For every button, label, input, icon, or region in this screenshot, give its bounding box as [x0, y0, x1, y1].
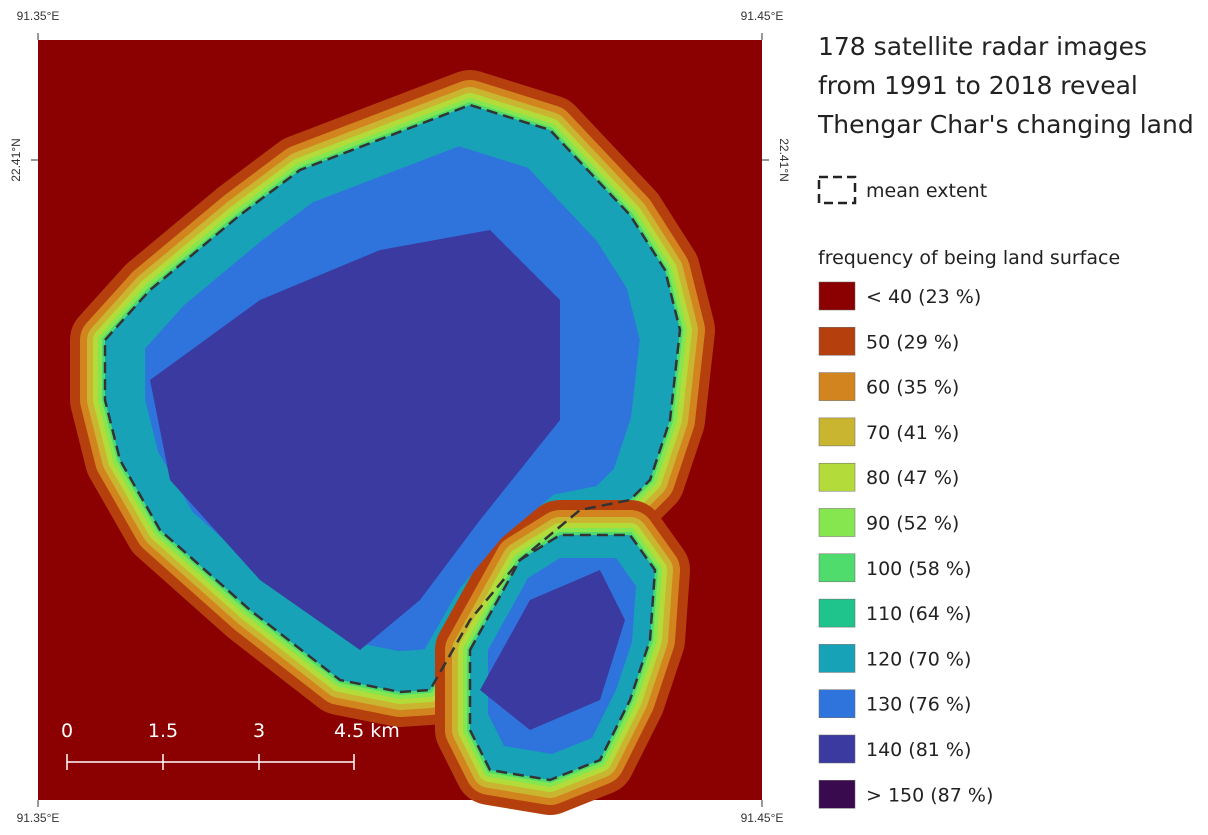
coord-label: 91.35°E: [17, 811, 60, 825]
coord-label: 22.41°N: [777, 138, 791, 182]
legend-title: 178 satellite radar images: [818, 32, 1147, 61]
legend-swatch: [818, 780, 856, 809]
mean-extent: [468, 533, 657, 782]
legend-label: < 40 (23 %): [866, 286, 981, 308]
scale-label: 0: [61, 720, 73, 742]
legend-label: 140 (81 %): [866, 739, 971, 761]
legend-label: 60 (35 %): [866, 377, 959, 399]
legend-label: 100 (58 %): [866, 558, 971, 580]
legend-swatch: [818, 372, 856, 401]
coord-label: 91.45°E: [741, 811, 784, 825]
legend-label: 110 (64 %): [866, 603, 971, 625]
legend-swatch: [818, 417, 856, 447]
legend-label: mean extent: [866, 180, 987, 202]
mean-extent: [103, 103, 682, 694]
legend-label: 50 (29 %): [866, 331, 959, 353]
coord-label: 91.45°E: [741, 9, 784, 23]
legend-swatch: [818, 281, 856, 311]
scale-bar: [66, 754, 355, 770]
legend-title: Thengar Char's changing land: [817, 110, 1194, 139]
legend-subtitle: frequency of being land surface: [818, 247, 1120, 269]
legend-swatch: [818, 327, 856, 356]
legend-swatch: [818, 689, 856, 718]
legend-swatch: [818, 508, 856, 537]
legend-swatch: [818, 734, 856, 764]
legend-title: from 1991 to 2018 reveal: [818, 71, 1138, 100]
coord-label: 22.41°N: [9, 138, 23, 182]
legend-swatch: [818, 553, 856, 583]
legend-label: > 150 (87 %): [866, 784, 993, 806]
coord-label: 91.35°E: [17, 9, 60, 23]
scale-label: 4.5 km: [334, 720, 400, 742]
land-zone: [480, 570, 625, 730]
legend-label: 130 (76 %): [866, 694, 971, 716]
scale-label: 1.5: [148, 720, 178, 742]
land-zone: [150, 230, 560, 650]
outline-swatch: [817, 175, 857, 205]
legend-label: 90 (52 %): [866, 513, 959, 535]
legend-label: 70 (41 %): [866, 422, 959, 444]
legend-swatch: [818, 462, 856, 492]
island-raster: [70, 70, 715, 815]
legend: < 40 (23 %) 50 (29 %) 60 (35 %) 70 (41 %) 80…: [818, 281, 993, 809]
legend-swatch: [818, 598, 856, 628]
legend-swatch: [818, 644, 856, 673]
legend-label: 120 (70 %): [866, 648, 971, 670]
legend-label: 80 (47 %): [866, 467, 959, 489]
scale-label: 3: [253, 720, 265, 742]
